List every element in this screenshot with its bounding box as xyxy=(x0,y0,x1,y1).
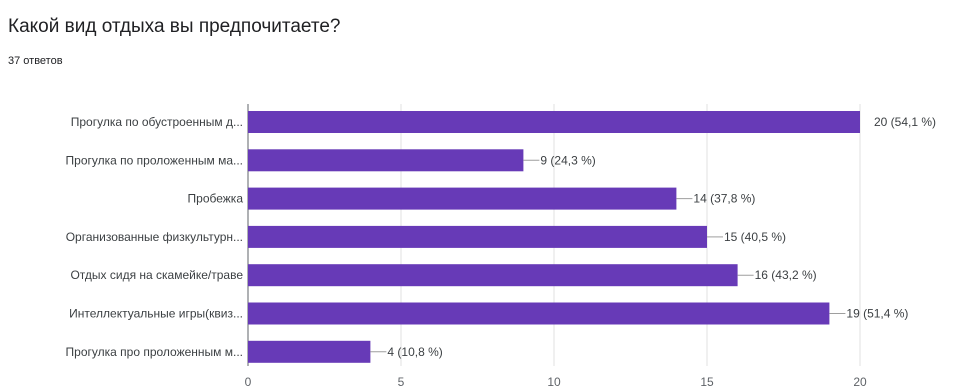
question-title: Какой вид отдыха вы предпочитаете? xyxy=(8,16,341,37)
value-label: 4 (10,8 %) xyxy=(387,345,442,359)
responses-count: 37 ответов xyxy=(8,55,63,67)
bar xyxy=(248,302,830,325)
value-label: 14 (37,8 %) xyxy=(693,192,755,206)
x-tick-label: 15 xyxy=(700,375,714,389)
bar xyxy=(248,264,738,287)
value-label: 9 (24,3 %) xyxy=(540,153,595,167)
category-label: Прогулка про проложенным м... xyxy=(66,345,243,359)
category-label: Прогулка по обустроенным д... xyxy=(71,115,243,129)
bar xyxy=(248,149,524,172)
value-label: 19 (51,4 %) xyxy=(846,307,908,321)
x-tick-label: 5 xyxy=(398,375,405,389)
category-label: Интеллектуальные игры(квиз... xyxy=(69,307,243,321)
bar xyxy=(248,111,860,133)
category-label: Организованные физкультурн... xyxy=(66,230,243,244)
category-label: Отдых сидя на скамейке/траве xyxy=(70,268,243,282)
x-tick-label: 0 xyxy=(245,375,252,389)
value-label: 16 (43,2 %) xyxy=(755,268,817,282)
category-label: Прогулка по проложенным ма... xyxy=(66,153,243,167)
value-label: 20 (54,1 %) xyxy=(874,115,936,129)
category-label: Пробежка xyxy=(188,192,244,206)
bar xyxy=(248,187,677,210)
x-tick-label: 10 xyxy=(547,375,561,389)
bar xyxy=(248,340,371,363)
value-label: 15 (40,5 %) xyxy=(724,230,786,244)
x-tick-label: 20 xyxy=(853,375,867,389)
bar xyxy=(248,225,707,248)
